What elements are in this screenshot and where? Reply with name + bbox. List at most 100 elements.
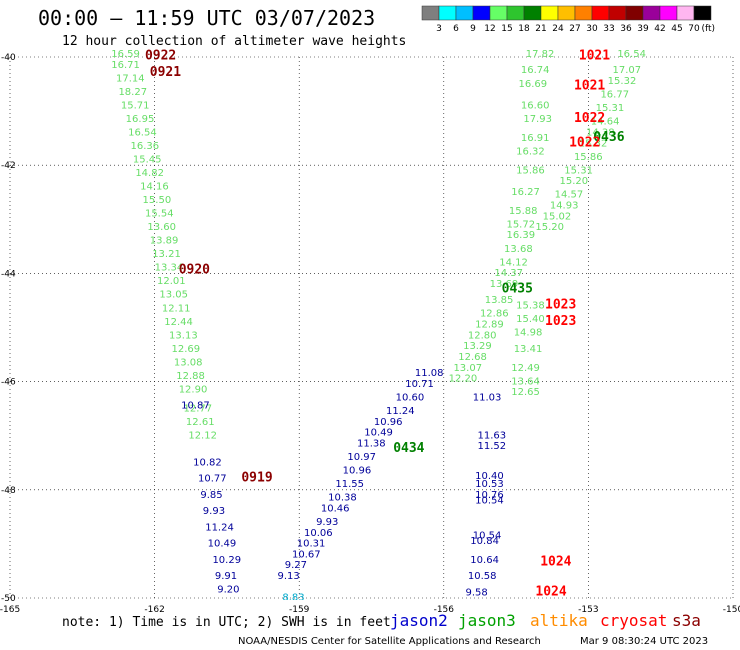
wave-height-label: 8.83: [282, 593, 304, 604]
colorbar-swatch: [472, 5, 491, 21]
legend-entry: jason3: [458, 611, 516, 630]
colorbar: 3 6 9 12 15 18 21 24 27 30 33 36 39 42 45 70 (ft): [421, 5, 715, 34]
wave-height-label: 18.27: [118, 87, 147, 98]
wave-height-label: 16.36: [131, 141, 160, 152]
wave-height-label: 12.65: [511, 387, 540, 398]
wave-height-label: 10.64: [470, 555, 499, 566]
wave-height-label: 10.06: [304, 528, 333, 539]
wave-height-label: 14.98: [514, 328, 543, 339]
wave-height-label: 13.85: [485, 295, 514, 306]
credit-left: NOAA/NESDIS Center for Satellite Applica…: [238, 636, 541, 647]
legend-entry: jason2: [390, 611, 448, 630]
wave-height-label: 14.37: [494, 268, 523, 279]
colorbar-label: 6: [453, 24, 459, 34]
pass-id-label: 0919: [241, 471, 272, 486]
wave-height-label: 12.11: [162, 303, 191, 314]
colorbar-label: 3: [436, 24, 442, 34]
colorbar-label: 39: [637, 24, 649, 34]
wave-height-label: 12.69: [171, 344, 200, 355]
wave-height-label: 15.20: [535, 222, 564, 233]
x-tick-label: -159: [289, 605, 310, 615]
wave-height-label: 10.71: [405, 379, 434, 390]
wave-height-label: 13.60: [147, 222, 176, 233]
pass-id-label: 1023: [545, 298, 576, 313]
wave-height-label: 16.69: [519, 79, 548, 90]
wave-height-label: 15.32: [608, 76, 637, 87]
chart-subtitle: 12 hour collection of altimeter wave hei…: [62, 34, 406, 49]
wave-height-label: 11.55: [335, 479, 364, 490]
wave-height-label: 13.08: [174, 357, 203, 368]
wave-height-label: 13.69: [490, 279, 519, 290]
legend-entry: altika: [530, 611, 588, 630]
wave-height-label: 12.01: [157, 276, 186, 287]
pass-id-label: 1021: [574, 78, 605, 93]
wave-height-label: 15.50: [143, 195, 172, 206]
wave-height-label: 16.54: [128, 127, 157, 138]
wave-height-label: 15.86: [516, 165, 545, 176]
wave-height-label: 13.68: [504, 244, 533, 255]
wave-height-label: 10.40: [475, 471, 504, 482]
pass-id-label: 0920: [179, 262, 210, 277]
wave-height-label: 15.54: [145, 209, 174, 220]
wave-height-label: 11.63: [478, 430, 507, 441]
wave-height-label: 13.29: [463, 341, 492, 352]
wave-height-label: 10.38: [328, 493, 357, 504]
colorbar-label: 9: [470, 24, 476, 34]
wave-height-label: 12.12: [188, 430, 217, 441]
colorbar-swatch: [659, 5, 678, 21]
wave-height-label: 10.76: [475, 490, 504, 501]
wave-height-label: 10.97: [347, 452, 376, 463]
wave-height-label: 15.71: [121, 100, 150, 111]
x-tick-label: -165: [0, 605, 20, 615]
wave-height-label: 13.64: [511, 376, 540, 387]
wave-height-label: 10.54: [475, 495, 504, 506]
colorbar-swatch: [693, 5, 712, 21]
wave-height-label: 10.84: [470, 536, 499, 547]
wave-height-label: 9.85: [200, 490, 222, 501]
wave-height-label: 10.82: [193, 457, 222, 468]
y-tick-label: -40: [1, 53, 16, 63]
wave-height-label: 12.77: [184, 403, 213, 414]
wave-height-label: 12.49: [511, 363, 540, 374]
wave-height-label: 11.38: [357, 439, 386, 450]
y-tick-label: -48: [1, 486, 16, 496]
wave-height-label: 15.02: [543, 211, 572, 222]
y-tick-label: -46: [1, 378, 16, 388]
pass-id-label: 0434: [393, 441, 424, 456]
wave-height-label: 17.14: [116, 73, 145, 84]
wave-height-label: 10.67: [292, 549, 321, 560]
wave-height-label: 15.20: [559, 176, 588, 187]
y-tick-label: -50: [1, 594, 16, 604]
wave-height-label: 17.07: [613, 65, 642, 76]
wave-height-label: 16.91: [521, 133, 550, 144]
wave-height-label: 11.52: [478, 441, 507, 452]
wave-height-label: 14.38: [586, 127, 615, 138]
plot-area: -165 -162 -159 -156 -153 -150 -40 -42 -44 -46 -48 -…: [0, 49, 740, 615]
y-tick-label: -44: [1, 269, 16, 279]
pass-id-label: 1022: [569, 135, 600, 150]
wave-height-label: 12.20: [449, 374, 478, 385]
colorbar-label: 30: [586, 24, 598, 34]
chart-title: 00:00 – 11:59 UTC 03/07/2023: [38, 6, 375, 30]
wave-height-label: 16.32: [516, 146, 545, 157]
wave-height-label: 13.89: [150, 236, 179, 247]
wave-height-label: 15.32: [579, 138, 608, 149]
pass-id-label: 0435: [502, 281, 533, 296]
wave-height-label: 14.93: [550, 200, 579, 211]
wave-height-label: 13.41: [514, 344, 543, 355]
pass-id-label: 0921: [150, 65, 181, 80]
y-tick-label: -42: [1, 161, 16, 171]
footnote: note: 1) Time is in UTC; 2) SWH is in fe…: [62, 615, 391, 630]
wave-height-label: 14.16: [140, 182, 169, 193]
colorbar-swatch: [642, 5, 661, 21]
colorbar-label: 33: [603, 24, 614, 34]
wave-height-label: 16.27: [511, 187, 540, 198]
wave-height-label: 15.72: [506, 219, 535, 230]
wave-height-label: 16.71: [111, 60, 140, 71]
wave-height-label: 12.90: [179, 384, 208, 395]
colorbar-swatch: [676, 5, 695, 21]
colorbar-label: 24: [552, 24, 564, 34]
